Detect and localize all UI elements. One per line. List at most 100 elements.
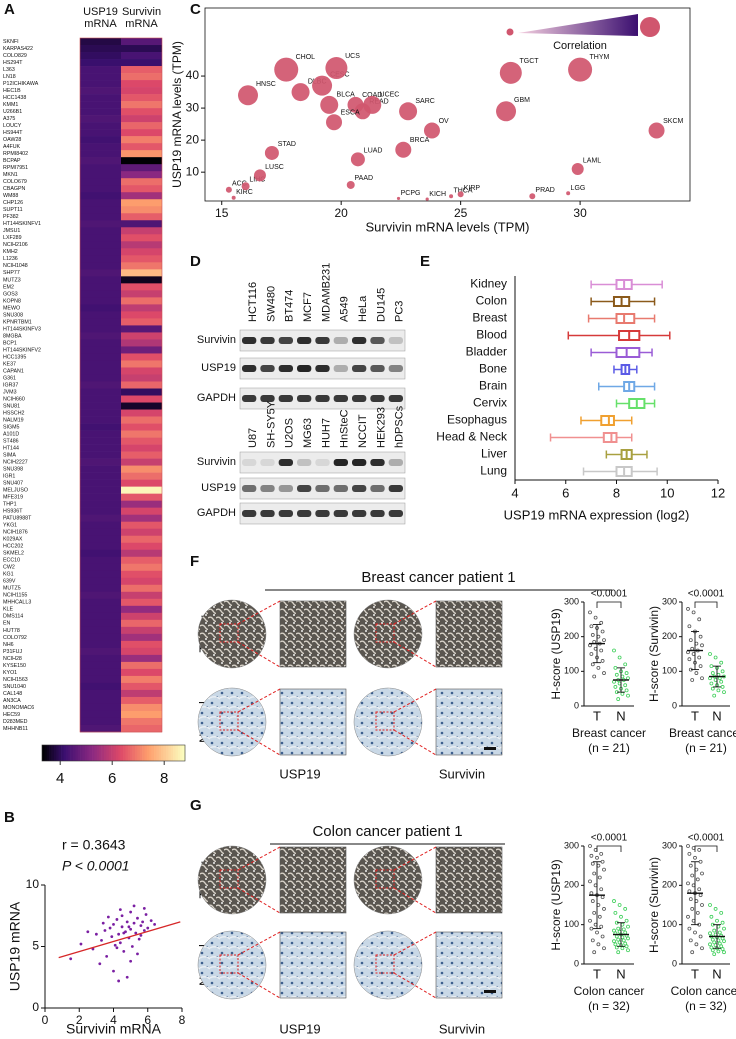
heatmap-cell — [80, 521, 121, 530]
colorbar-swatch — [163, 745, 167, 761]
x-axis-label: Colon cancer — [574, 984, 645, 998]
heatmap-cell — [80, 339, 121, 347]
heatmap-cell — [121, 206, 162, 214]
heatmap-cell — [80, 409, 121, 417]
row-label: A101D — [3, 431, 19, 437]
x-tick-label: 25 — [454, 206, 468, 220]
scatter-point — [132, 921, 136, 925]
bubble — [571, 162, 584, 175]
blot-band — [297, 510, 312, 517]
heatmap-cell — [80, 696, 121, 705]
bubble-label: COAD — [362, 92, 382, 99]
heatmap-cell — [121, 598, 162, 607]
row-label: MFE319 — [3, 495, 23, 501]
row-label: SNU81 — [3, 403, 20, 409]
row-label: HS936T — [3, 509, 23, 515]
row-label: PF382 — [3, 214, 19, 220]
row-label: HT144SKINFV2 — [3, 347, 41, 353]
y-tick-label: 40 — [186, 68, 200, 82]
bubble-label: ACC — [232, 181, 247, 188]
dot — [722, 950, 726, 955]
dot — [626, 936, 630, 941]
dot — [686, 881, 690, 886]
legend-swatch — [640, 17, 660, 37]
column-header: USP19 — [83, 6, 118, 18]
heatmap-cell — [80, 115, 121, 123]
row-label: JMSU1 — [3, 228, 20, 234]
colorbar-swatch — [51, 745, 55, 761]
row-label: KPNRTBM1 — [3, 319, 32, 325]
dot — [602, 671, 606, 675]
colorbar-swatch — [96, 745, 100, 761]
heatmap-cell — [121, 633, 162, 642]
heatmap-cell — [121, 192, 162, 200]
trend-line — [58, 921, 181, 959]
row-label: CBAGPN — [3, 186, 26, 192]
ihc-core — [353, 845, 423, 915]
x-tick-label: 6 — [144, 1013, 151, 1027]
heatmap-cell — [121, 136, 162, 144]
heatmap-cell — [121, 234, 162, 242]
heatmap-cell — [121, 409, 162, 417]
dot — [690, 873, 695, 878]
heatmap-cell — [121, 115, 162, 123]
bubble-label: HNSC — [256, 81, 276, 88]
legend-gradient — [518, 14, 638, 36]
dot — [687, 624, 692, 629]
row-label: NCIH1048 — [3, 263, 28, 269]
colorbar-swatch — [89, 745, 93, 761]
dot — [720, 685, 725, 689]
heatmap-cell — [121, 605, 162, 614]
dot — [716, 688, 721, 693]
y-axis-label: USP19 mRNA — [7, 901, 23, 991]
x-tick-label: 4 — [511, 485, 518, 500]
row-label: U266B1 — [3, 109, 22, 115]
y-tick-label: 100 — [564, 666, 579, 676]
bubble — [326, 114, 343, 131]
heatmap-cell — [80, 430, 121, 438]
scatter-point — [132, 904, 136, 908]
blot-band — [242, 485, 257, 492]
y-tick-label: 10 — [26, 877, 40, 891]
colorbar-swatch — [113, 745, 117, 761]
blot-band — [315, 510, 330, 517]
heatmap-cell — [121, 59, 162, 67]
bubble-label: KICH — [429, 191, 446, 198]
heatmap-cell — [80, 563, 121, 572]
dot — [597, 875, 602, 880]
colorbar-swatch — [115, 745, 119, 761]
zoom-guide — [237, 846, 281, 871]
dot — [617, 655, 622, 660]
scatter-point — [118, 941, 122, 945]
heatmap-cell — [80, 486, 121, 494]
heatmap-cell — [121, 416, 162, 424]
heatmap-cell — [80, 269, 121, 277]
dot — [720, 920, 725, 925]
row-label: LN18 — [3, 74, 16, 80]
heatmap-cell — [121, 528, 162, 537]
heatmap-cell — [121, 213, 162, 221]
scatter-point — [86, 930, 90, 934]
scatter-point — [103, 929, 107, 932]
row-label: SHP77 — [3, 270, 20, 276]
heatmap-cell — [121, 38, 162, 46]
heatmap-cell — [121, 45, 162, 53]
dot — [593, 615, 598, 620]
heatmap-cell — [121, 640, 162, 649]
colorbar-swatch — [68, 745, 71, 761]
row-label: BCP1 — [3, 340, 17, 346]
colorbar-swatch — [173, 745, 176, 761]
legend-title: Correlation — [553, 40, 607, 52]
category-label: T — [691, 966, 699, 981]
row-label: EM2 — [3, 284, 14, 290]
dot — [588, 879, 592, 884]
bubble — [225, 186, 232, 193]
row-label: BCPAP — [3, 158, 21, 164]
heatmap-cell — [80, 276, 121, 284]
colorbar-tick-label: 4 — [56, 770, 64, 787]
dot — [588, 610, 592, 615]
category-label: Esophagus — [447, 413, 507, 427]
zoom-guide — [393, 846, 437, 871]
row-label: NCIH1876 — [3, 530, 28, 536]
y-tick-label: 100 — [662, 919, 677, 929]
